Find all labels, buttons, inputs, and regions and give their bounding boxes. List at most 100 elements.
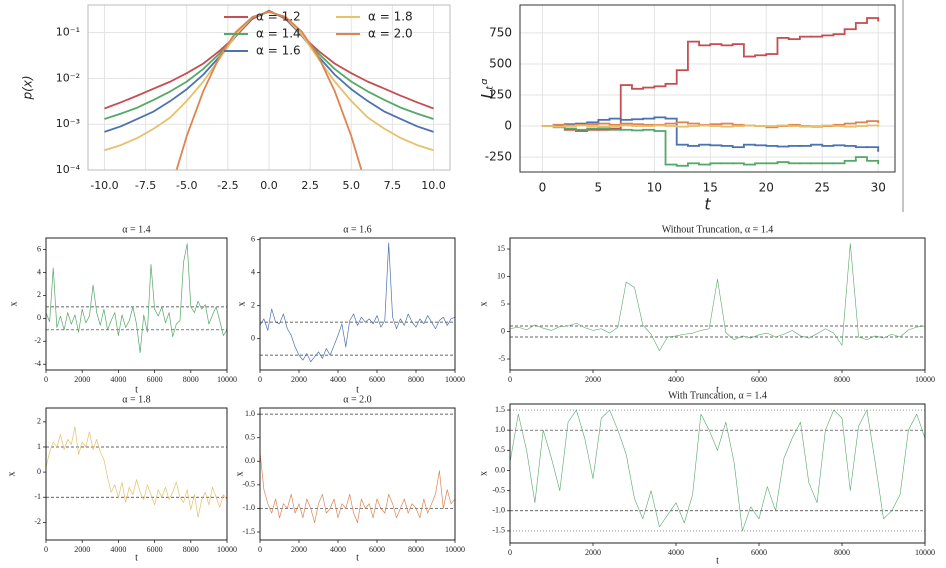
y-tick-label: 2 xyxy=(251,300,255,309)
x-tick-label: 4000 xyxy=(330,375,346,384)
y-tick-label: -1.5 xyxy=(242,527,255,536)
x-tick-label: 2000 xyxy=(585,548,601,557)
y-tick-label: 0 xyxy=(37,467,41,476)
panel: 0 2000 4000 6000 8000 10000 -1.5 -1.0 -0.5 0.0 0.5… xyxy=(478,390,935,566)
x-tick-label: 2000 xyxy=(291,545,307,554)
x-tick-label: 4000 xyxy=(110,375,126,384)
x-tick-label: 2000 xyxy=(74,375,90,384)
series-line xyxy=(260,451,455,523)
y-tick-label: 10 xyxy=(497,271,505,280)
plot-area xyxy=(510,409,925,532)
y-tick-label: 2 xyxy=(37,290,41,299)
x-tick-label: -5.0 xyxy=(176,179,197,192)
x-tick-label: 7.5 xyxy=(384,179,402,192)
panel: 0 2000 4000 6000 8000 10000 -2 -1 0 1 2 α = 1.8 t x xyxy=(6,394,237,563)
y-tick-label: 4 xyxy=(37,267,41,276)
axes-frame xyxy=(45,407,228,541)
plot-area xyxy=(46,243,227,354)
x-tick-label: 6000 xyxy=(369,545,385,554)
x-axis-label: t xyxy=(135,384,138,395)
x-tick-label: 6000 xyxy=(751,548,767,557)
y-axis-label: x xyxy=(234,472,245,477)
x-tick-label: 6000 xyxy=(147,375,163,384)
y-tick-label: 1.0 xyxy=(245,409,255,418)
y-axis-label: x xyxy=(478,471,489,476)
y-tick-label: -4 xyxy=(34,359,41,368)
legend-label: α = 1.2 xyxy=(256,10,301,24)
x-tick-label: 10 xyxy=(647,181,662,195)
series-line xyxy=(510,409,925,532)
legend-label: α = 2.0 xyxy=(368,27,413,41)
x-tick-label: -2.5 xyxy=(217,179,238,192)
plot-area xyxy=(104,9,434,170)
x-tick-label: 4000 xyxy=(110,545,126,554)
axes-frame xyxy=(45,237,228,371)
x-tick-label: 2000 xyxy=(74,545,90,554)
y-tick-label: -2 xyxy=(34,336,41,345)
axes-frame xyxy=(259,407,456,541)
y-tick-label: 1.5 xyxy=(495,405,505,414)
plot-area xyxy=(260,242,455,363)
x-axis-label: t xyxy=(356,552,359,563)
y-axis-label: x xyxy=(236,302,247,307)
series-line xyxy=(260,242,455,363)
x-axis-label: t xyxy=(704,195,711,214)
chart-title: With Truncation, α = 1.4 xyxy=(668,390,767,401)
y-tick-label: -250 xyxy=(485,150,512,164)
x-tick-label: 8000 xyxy=(834,375,850,384)
axes-frame xyxy=(519,4,896,173)
x-tick-label: 0 xyxy=(508,548,512,557)
y-tick-label: 0 xyxy=(501,326,505,335)
y-tick-label: -0.5 xyxy=(242,480,255,489)
x-tick-label: -7.5 xyxy=(135,179,156,192)
y-tick-label: -1.0 xyxy=(242,503,255,512)
series-line xyxy=(46,426,227,518)
x-tick-label: 10000 xyxy=(915,375,935,384)
panel: 0 2000 4000 6000 8000 10000 0 2 4 6 α = 1.6 t x xyxy=(236,224,465,395)
y-axis-label: x xyxy=(6,472,17,477)
x-tick-label: 8000 xyxy=(408,375,424,384)
axes-frame xyxy=(87,4,451,171)
axes-frame xyxy=(259,237,456,371)
x-tick-label: 8000 xyxy=(408,545,424,554)
y-tick-label: 750 xyxy=(489,25,512,39)
plot-area xyxy=(260,451,455,523)
x-tick-label: 10000 xyxy=(445,545,465,554)
x-tick-label: 20 xyxy=(759,181,774,195)
x-tick-label: 2.5 xyxy=(301,179,319,192)
x-tick-label: 8000 xyxy=(834,548,850,557)
x-axis-label: t xyxy=(716,384,719,395)
x-tick-label: 25 xyxy=(815,181,830,195)
y-tick-label: 15 xyxy=(497,244,505,253)
x-tick-label: 2000 xyxy=(291,375,307,384)
plot-area xyxy=(541,17,880,167)
x-tick-label: 6000 xyxy=(147,545,163,554)
x-tick-label: 8000 xyxy=(183,545,199,554)
chart-title: α = 1.4 xyxy=(122,224,150,235)
x-tick-label: 0 xyxy=(539,181,547,195)
x-tick-label: 4000 xyxy=(668,548,684,557)
x-tick-label: 30 xyxy=(871,181,886,195)
panel: 0 2000 4000 6000 8000 10000 -4 -2 0 2 4 6 α = 1.4 t x xyxy=(8,224,237,395)
y-axis-label: x xyxy=(8,302,19,307)
y-tick-label: 0 xyxy=(504,119,512,133)
x-tick-label: 10000 xyxy=(445,375,465,384)
chart-title: α = 1.8 xyxy=(122,394,150,405)
chart-title: α = 1.6 xyxy=(343,224,371,235)
y-tick-label: -1.5 xyxy=(492,526,505,535)
y-tick-label: 0.0 xyxy=(245,456,255,465)
x-tick-label: 5.0 xyxy=(343,179,361,192)
y-tick-label: 10⁻² xyxy=(56,71,80,84)
axes-frame xyxy=(509,237,926,371)
x-tick-label: 6000 xyxy=(369,375,385,384)
x-tick-label: -10.0 xyxy=(90,179,118,192)
x-tick-label: 10000 xyxy=(217,545,237,554)
y-tick-label: 0.5 xyxy=(495,445,505,454)
x-axis-label: t xyxy=(716,555,719,566)
y-tick-label: 0.5 xyxy=(245,433,255,442)
series-line xyxy=(510,243,925,352)
y-tick-label: 500 xyxy=(489,56,512,70)
chart-title: α = 2.0 xyxy=(343,394,371,405)
y-tick-label: 10⁻³ xyxy=(56,117,80,130)
